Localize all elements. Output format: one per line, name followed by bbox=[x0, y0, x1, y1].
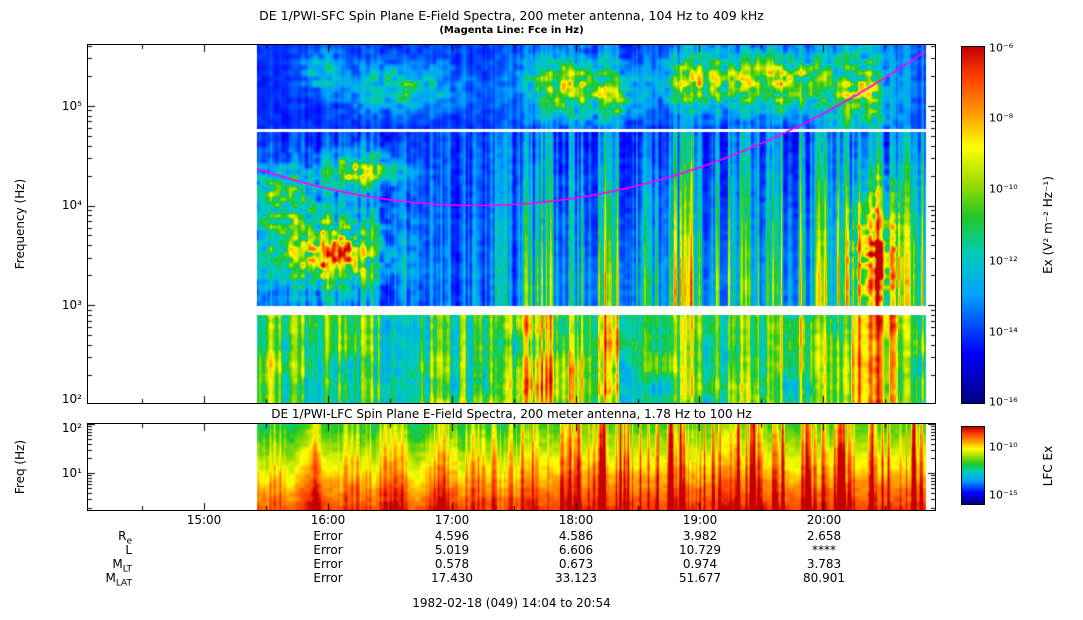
lfc-ylabel: Freq (Hz) bbox=[13, 439, 27, 495]
ephemeris-value: Error bbox=[313, 529, 343, 543]
ephemeris-value: 33.123 bbox=[555, 571, 597, 585]
xtick-1500: 15:00 bbox=[186, 513, 222, 527]
row-label-sub: LAT bbox=[115, 578, 132, 589]
sfc-ytick-1e5: 10⁵ bbox=[61, 99, 82, 113]
lfc-ytick-1e2: 10² bbox=[61, 421, 82, 435]
xtick-1600: 16:00 bbox=[310, 513, 346, 527]
ephemeris-value: 5.019 bbox=[434, 543, 470, 557]
sfc-spectrogram bbox=[87, 44, 936, 404]
ephemeris-value: 0.673 bbox=[558, 557, 594, 571]
ephemeris-value: 3.982 bbox=[682, 529, 718, 543]
ephemeris-value: 4.596 bbox=[434, 529, 470, 543]
sfc-ytick-1e2: 10² bbox=[61, 392, 82, 406]
ephemeris-value: 0.974 bbox=[682, 557, 718, 571]
lfc-spectrogram bbox=[87, 423, 936, 511]
ephemeris-row-label-l: L bbox=[84, 543, 132, 560]
ephemeris-value: 51.677 bbox=[679, 571, 721, 585]
lfc-spectrogram-canvas bbox=[88, 424, 935, 510]
sfc-subtitle: (Magenta Line: Fce in Hz) bbox=[439, 25, 584, 36]
row-label-base: R bbox=[118, 529, 127, 543]
row-label-sub: e bbox=[126, 536, 132, 547]
lfc-cbar-tick-1: 10⁻¹⁵ bbox=[989, 488, 1018, 502]
ephemeris-value: 17.430 bbox=[431, 571, 473, 585]
lfc-cbar-tick-0: 10⁻¹⁰ bbox=[989, 440, 1018, 454]
sfc-cbar-tick-3: 10⁻¹² bbox=[989, 254, 1018, 268]
ephemeris-row-label-re: Re bbox=[84, 529, 132, 546]
sfc-cbar-tick-4: 10⁻¹⁴ bbox=[989, 325, 1018, 339]
ephemeris-value: 3.783 bbox=[806, 557, 842, 571]
ephemeris-value: 4.586 bbox=[558, 529, 594, 543]
ephemeris-value: Error bbox=[313, 557, 343, 571]
row-label-base: M bbox=[112, 557, 123, 571]
xtick-2000: 20:00 bbox=[806, 513, 842, 527]
lfc-colorbar-canvas bbox=[962, 427, 984, 504]
sfc-ylabel: Frequency (Hz) bbox=[13, 178, 27, 270]
lfc-colorbar bbox=[961, 426, 985, 505]
xtick-1700: 17:00 bbox=[434, 513, 470, 527]
sfc-ytick-1e3: 10³ bbox=[61, 298, 82, 312]
ephemeris-row-label-mlat: MLAT bbox=[84, 571, 132, 588]
sfc-ytick-1e4: 10⁴ bbox=[61, 198, 82, 212]
ephemeris-row-label-mlt: MLT bbox=[84, 557, 132, 574]
row-label-base: L bbox=[125, 543, 132, 557]
ephemeris-value: 0.578 bbox=[434, 557, 470, 571]
sfc-cbar-tick-5: 10⁻¹⁶ bbox=[989, 395, 1018, 409]
row-label-sub: LT bbox=[122, 564, 132, 575]
ephemeris-value: 10.729 bbox=[679, 543, 721, 557]
ephemeris-value: 80.901 bbox=[803, 571, 845, 585]
sfc-title: DE 1/PWI-SFC Spin Plane E-Field Spectra,… bbox=[259, 8, 764, 23]
row-label-base: M bbox=[105, 571, 116, 585]
xtick-1900: 19:00 bbox=[682, 513, 718, 527]
lfc-ytick-1e1: 10¹ bbox=[61, 466, 82, 480]
sfc-cbar-tick-1: 10⁻⁸ bbox=[989, 111, 1014, 125]
ephemeris-value: **** bbox=[812, 543, 836, 557]
ephemeris-value: Error bbox=[313, 543, 343, 557]
xtick-1800: 18:00 bbox=[558, 513, 594, 527]
lfc-colorbar-label: LFC Ex bbox=[1041, 445, 1055, 487]
ephemeris-value: 6.606 bbox=[558, 543, 594, 557]
sfc-cbar-tick-0: 10⁻⁶ bbox=[989, 41, 1014, 55]
ephemeris-value: 2.658 bbox=[806, 529, 842, 543]
sfc-cbar-tick-2: 10⁻¹⁰ bbox=[989, 182, 1018, 196]
lfc-title: DE 1/PWI-LFC Spin Plane E-Field Spectra,… bbox=[271, 407, 752, 421]
ephemeris-value: Error bbox=[313, 571, 343, 585]
sfc-colorbar-label: Ex (V² m⁻² Hz⁻¹) bbox=[1041, 176, 1055, 274]
sfc-colorbar bbox=[961, 46, 985, 404]
time-span-caption: 1982-02-18 (049) 14:04 to 20:54 bbox=[412, 596, 611, 610]
sfc-colorbar-canvas bbox=[962, 47, 984, 403]
sfc-spectrogram-canvas bbox=[88, 45, 935, 403]
